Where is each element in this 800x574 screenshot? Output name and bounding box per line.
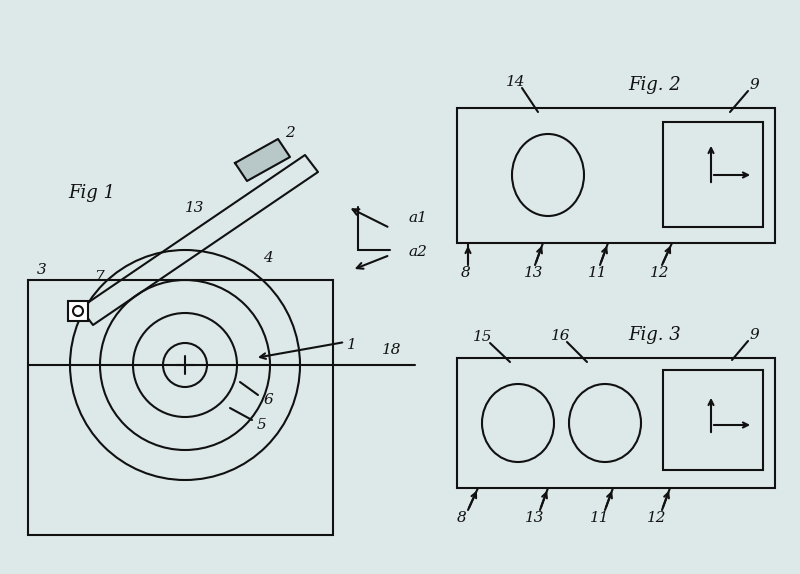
Bar: [457, 358, 775, 488]
Text: 18: 18: [382, 343, 402, 357]
Text: 6: 6: [263, 393, 273, 407]
Bar: [663, 370, 763, 470]
Text: 8: 8: [457, 511, 467, 525]
Text: 11: 11: [588, 266, 608, 280]
Text: 11: 11: [590, 511, 610, 525]
Text: Fig 1: Fig 1: [68, 184, 115, 202]
Text: 13: 13: [524, 266, 544, 280]
Text: 16: 16: [551, 329, 570, 343]
Text: 15: 15: [474, 330, 493, 344]
Text: a1: a1: [408, 211, 427, 225]
Bar: [457, 108, 775, 243]
Text: 7: 7: [94, 270, 104, 284]
Text: 2: 2: [285, 126, 295, 140]
Text: 14: 14: [506, 75, 526, 89]
Text: 9: 9: [749, 78, 759, 92]
Text: 12: 12: [650, 266, 670, 280]
Text: 13: 13: [186, 201, 205, 215]
Text: 13: 13: [526, 511, 545, 525]
Bar: [68, 301, 88, 321]
Text: 3: 3: [37, 263, 47, 277]
Text: 5: 5: [257, 418, 267, 432]
Bar: [28, 280, 333, 535]
Text: 1: 1: [347, 338, 357, 352]
Polygon shape: [235, 139, 290, 181]
Text: a2: a2: [408, 245, 427, 259]
Text: 9: 9: [749, 328, 759, 342]
Text: 4: 4: [263, 251, 273, 265]
Text: Fig. 2: Fig. 2: [628, 76, 681, 94]
Text: 12: 12: [647, 511, 666, 525]
Text: 8: 8: [461, 266, 471, 280]
Bar: [663, 122, 763, 227]
Text: Fig. 3: Fig. 3: [628, 326, 681, 344]
